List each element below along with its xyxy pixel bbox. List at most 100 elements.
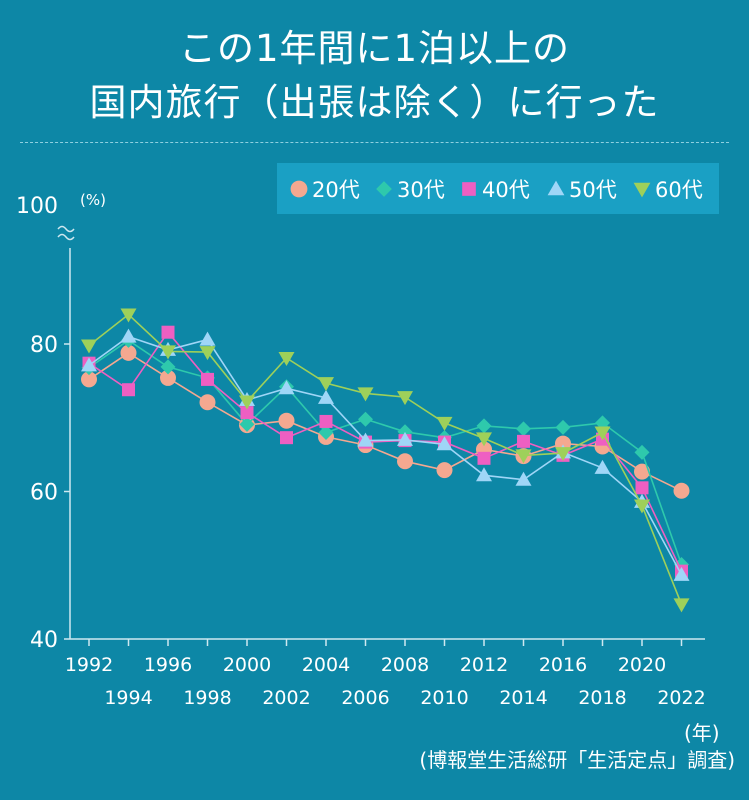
data-point [634,444,650,460]
data-point [517,434,530,448]
legend-item: 30代 [376,178,445,202]
x-tick-label: 2016 [539,654,587,676]
data-point [318,377,334,392]
data-point [634,463,650,480]
y-axis-break-mark [57,225,75,233]
x-tick-label: 2020 [618,654,666,676]
x-tick-label: 1998 [183,687,231,709]
series-line [88,339,683,565]
x-tick-label: 2008 [381,654,429,676]
title-divider [20,142,729,143]
legend-marker [633,182,651,198]
data-point [477,451,491,465]
y-tick-label: 100 [16,194,58,219]
data-point [594,426,611,441]
data-point [635,481,649,495]
data-point [199,394,216,411]
data-point [239,395,255,410]
legend: 20代 30代 40代 50代 60代 [277,163,719,214]
data-point [81,357,97,372]
data-point [318,425,334,440]
data-point [280,431,293,445]
data-point [436,462,453,479]
data-point [516,421,531,437]
legend-label: 30代 [397,178,445,202]
y-tick-label: 60 [30,481,58,506]
data-point [81,371,97,388]
x-tick-label: 1996 [144,654,192,676]
data-point [634,499,650,514]
series-line [88,330,683,572]
data-point [160,369,176,386]
data-point [476,418,492,434]
y-tick-label: 80 [30,333,58,358]
data-point [555,419,571,435]
x-tick-label: 2014 [499,687,547,709]
y-axis-break [57,225,75,241]
data-point [81,339,97,354]
legend-label: 40代 [482,178,530,202]
data-point [673,566,690,581]
chart-title-line2: 国内旅行（出張は除く）に行った [89,81,660,124]
legend-marker [376,181,392,197]
legend-item: 50代 [547,178,617,202]
data-point [594,459,611,474]
series-40代 [82,325,688,578]
data-point [278,380,295,395]
data-point [436,416,453,431]
data-point [357,432,374,447]
chart-title-line1: この1年間に1泊以上の [178,27,571,70]
data-point [120,344,137,361]
data-point [397,391,413,406]
legend-item: 20代 [290,178,360,202]
x-tick-label: 1994 [104,687,152,709]
data-point [240,406,254,420]
x-tick-label: 2000 [223,654,271,676]
legend-label: 60代 [655,178,703,202]
series-60代 [81,308,690,613]
x-tick-label: 2004 [302,654,350,676]
data-point [160,359,176,375]
data-point [515,471,532,486]
y-tick-label: 40 [30,628,58,653]
data-point [397,453,413,470]
data-point [436,436,453,451]
data-point [357,387,374,402]
data-point [201,372,214,386]
x-tick-label: 2012 [460,654,508,676]
y-axis-unit-label: (%) [80,191,106,209]
legend-item: 60代 [633,178,703,202]
series-line [88,335,683,576]
data-point [278,352,295,367]
legend-marker [547,180,565,196]
legend-label: 50代 [569,178,617,202]
data-point [278,412,295,429]
data-point [476,467,492,482]
legend-marker [290,180,308,198]
data-point [120,328,137,343]
data-point [319,414,333,428]
x-tick-label: 1992 [65,654,113,676]
data-point [199,346,216,361]
data-point [239,416,255,432]
x-tick-label: 2022 [657,687,705,709]
data-point [160,345,176,360]
x-axis-unit-label: (年) [684,721,720,745]
data-point [555,447,571,462]
data-point [476,432,492,447]
data-point [120,308,137,323]
legend-marker [462,182,476,196]
data-point [199,331,216,346]
data-point [673,482,690,499]
x-tick-label: 2006 [341,687,389,709]
series-line [88,351,682,492]
data-point [122,383,135,397]
x-tick-label: 2010 [420,687,468,709]
legend-label: 20代 [312,178,360,202]
data-point [358,411,373,427]
x-tick-label: 2002 [262,687,310,709]
data-point [318,389,334,404]
data-point [515,449,532,464]
data-point [673,598,690,613]
data-point [397,431,413,446]
